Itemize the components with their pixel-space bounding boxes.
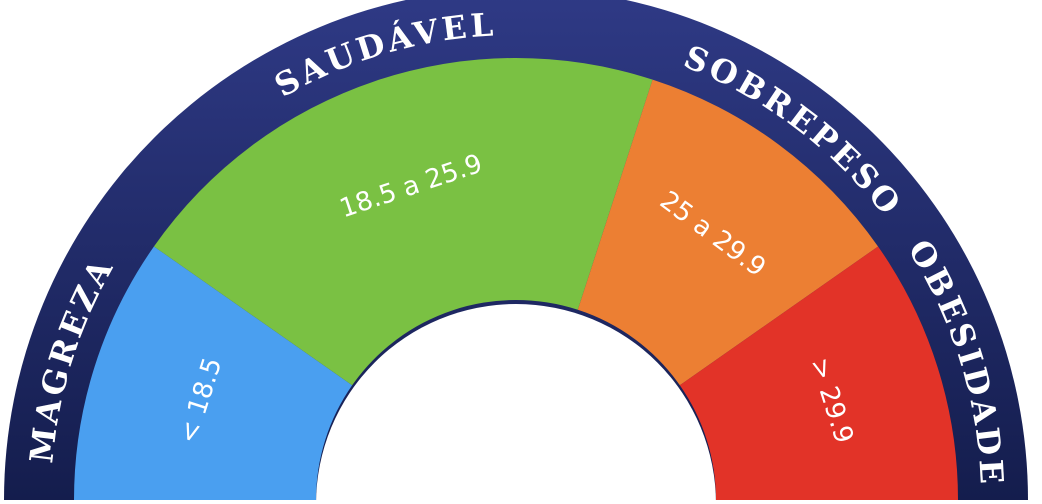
segment: [74, 246, 353, 500]
inner-hole: [316, 304, 716, 504]
segment: [679, 246, 958, 500]
segment: [153, 57, 653, 386]
segment: [577, 79, 879, 386]
